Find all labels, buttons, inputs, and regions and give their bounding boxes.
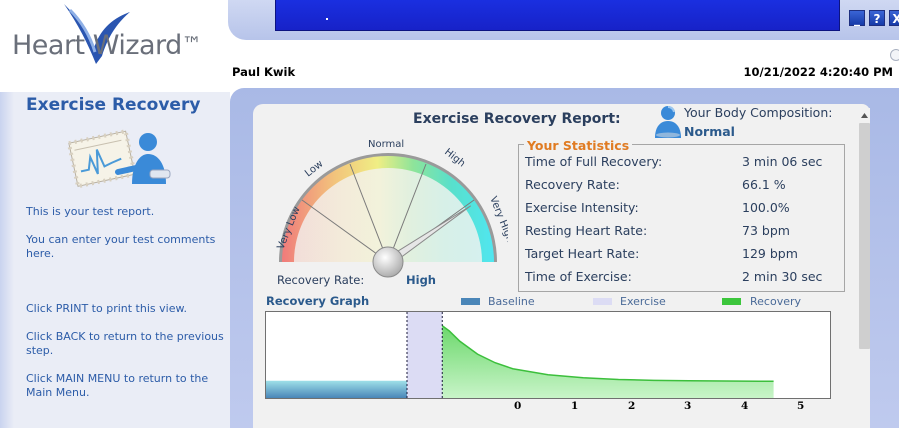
close-button[interactable]: X xyxy=(889,10,899,26)
sidebar-text-back: Click BACK to return to the previous ste… xyxy=(26,330,224,357)
body-composition-label: Your Body Composition: xyxy=(684,105,833,120)
stat-label-recovery-rate: Recovery Rate: xyxy=(525,177,620,192)
gauge-label-high: High xyxy=(442,147,467,170)
statistics-box xyxy=(518,144,845,292)
recovery-rate-label: Recovery Rate: xyxy=(277,273,365,287)
body-composition-value: Normal xyxy=(684,124,735,139)
recovery-graph-title: Recovery Graph xyxy=(266,294,370,308)
stat-value-target-heart-rate: 129 bpm xyxy=(742,246,798,261)
user-name: Paul Kwik xyxy=(232,65,296,79)
stat-value-exercise-intensity: 100.0% xyxy=(742,200,790,215)
stat-label-full-recovery: Time of Full Recovery: xyxy=(525,154,663,169)
statistics-title: Your Statistics xyxy=(524,138,633,153)
x-tick-5: 5 xyxy=(797,400,805,412)
recovery-rate-value: High xyxy=(406,273,436,287)
report-title: Exercise Recovery Report: xyxy=(413,111,621,127)
stat-value-full-recovery: 3 min 06 sec xyxy=(742,154,823,169)
minimize-button[interactable]: _ xyxy=(849,10,865,26)
stat-label-exercise-intensity: Exercise Intensity: xyxy=(525,200,639,215)
x-tick-3: 3 xyxy=(684,400,692,412)
x-tick-2: 2 xyxy=(628,400,636,412)
sidebar-text-report: This is your test report. xyxy=(26,205,155,218)
top-banner xyxy=(275,0,840,31)
legend-label-exercise: Exercise xyxy=(620,295,666,308)
x-tick-0: 0 xyxy=(514,400,522,412)
series-line-recovery xyxy=(441,325,774,382)
banner-dot xyxy=(326,18,328,20)
scroll-up-arrow-icon[interactable] xyxy=(860,111,869,120)
exercise-report-icon xyxy=(66,128,171,189)
stat-value-resting-heart-rate: 73 bpm xyxy=(742,223,790,238)
x-tick-4: 4 xyxy=(741,400,749,412)
stat-label-resting-heart-rate: Resting Heart Rate: xyxy=(525,223,648,238)
recovery-graph xyxy=(265,311,831,399)
sidebar-title: Exercise Recovery xyxy=(26,95,201,115)
x-tick-1: 1 xyxy=(571,400,579,412)
stat-label-time-of-exercise: Time of Exercise: xyxy=(525,269,632,284)
gauge-hub xyxy=(372,246,404,278)
legend-label-baseline: Baseline xyxy=(488,295,535,308)
recovery-rate-gauge: Very Low Low Normal High Very High xyxy=(276,139,508,278)
series-area-recovery xyxy=(442,325,774,398)
user-avatar-icon xyxy=(655,105,681,138)
gauge-label-normal: Normal xyxy=(368,139,404,150)
series-area-baseline xyxy=(266,380,407,398)
sidebar-text-main-menu: Click MAIN MENU to return to the Main Me… xyxy=(26,372,209,399)
sidebar-text-comments: You can enter your test comments here. xyxy=(26,233,216,260)
legend-label-recovery: Recovery xyxy=(750,295,802,308)
scrollbar-thumb[interactable] xyxy=(859,123,870,349)
legend-swatch-recovery xyxy=(722,298,741,305)
legend-swatch-exercise xyxy=(593,298,612,305)
sidebar-text-print: Click PRINT to print this view. xyxy=(26,302,187,315)
stat-value-recovery-rate: 66.1 % xyxy=(742,177,786,192)
scroll-knob[interactable] xyxy=(890,49,899,61)
legend-swatch-baseline xyxy=(461,298,480,305)
help-button[interactable]: ? xyxy=(869,10,885,26)
app-logo-text: Heart Wizard™ xyxy=(12,30,202,61)
stat-value-time-of-exercise: 2 min 30 sec xyxy=(742,269,823,284)
stat-label-target-heart-rate: Target Heart Rate: xyxy=(525,246,640,261)
datetime: 10/21/2022 4:20:40 PM xyxy=(743,65,894,79)
heart-wizard-logo-icon xyxy=(64,4,130,64)
series-area-exercise xyxy=(407,312,443,398)
